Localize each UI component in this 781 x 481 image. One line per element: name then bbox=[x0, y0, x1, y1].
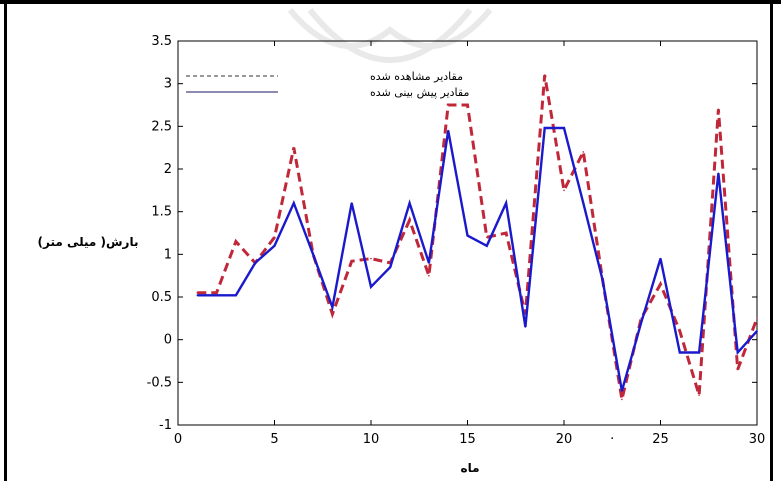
legend-label-observed: مقادیر مشاهده شده bbox=[370, 70, 463, 83]
data-point-observed bbox=[717, 108, 720, 111]
series-line-observed bbox=[197, 74, 759, 400]
data-point-predicted bbox=[370, 286, 372, 288]
data-point-observed bbox=[563, 189, 565, 192]
data-point-predicted bbox=[466, 234, 469, 237]
data-point-observed bbox=[756, 317, 758, 320]
data-point-observed bbox=[428, 274, 430, 277]
data-point-observed bbox=[679, 330, 681, 332]
data-point-predicted bbox=[254, 262, 256, 264]
data-point-predicted bbox=[331, 306, 334, 309]
data-point-predicted bbox=[273, 245, 276, 247]
data-point-observed bbox=[736, 368, 739, 371]
data-point-predicted bbox=[486, 245, 488, 247]
data-point-predicted bbox=[196, 294, 199, 297]
series-layer bbox=[196, 74, 759, 401]
image-frame-right bbox=[770, 0, 773, 481]
data-point-predicted bbox=[698, 351, 700, 354]
data-point-observed bbox=[331, 313, 334, 315]
image-frame-top bbox=[0, 0, 781, 4]
data-point-observed bbox=[350, 260, 353, 263]
y-tick-label: 3 bbox=[164, 77, 172, 92]
data-point-observed bbox=[273, 236, 276, 239]
x-tick-label: 5 bbox=[270, 432, 278, 447]
data-point-predicted bbox=[717, 172, 720, 175]
data-point-observed bbox=[505, 232, 507, 234]
y-tick-label: 1 bbox=[164, 247, 172, 262]
x-tick-label: 20 bbox=[556, 432, 573, 447]
data-point-predicted bbox=[756, 330, 758, 332]
image-frame-left bbox=[4, 0, 7, 481]
x-tick-label: 25 bbox=[652, 432, 669, 447]
data-point-observed bbox=[215, 291, 218, 294]
legend: مقادیر مشاهده شده مقادیر پیش بینی شده bbox=[186, 70, 469, 99]
data-point-predicted bbox=[736, 351, 739, 354]
data-point-predicted bbox=[293, 202, 295, 204]
y-tick-label: 0.5 bbox=[151, 290, 172, 305]
data-point-observed bbox=[293, 146, 295, 149]
data-point-observed bbox=[698, 394, 700, 396]
data-point-predicted bbox=[312, 253, 314, 256]
data-point-observed bbox=[659, 283, 662, 286]
data-point-predicted bbox=[235, 294, 237, 297]
y-tick-label: 3.5 bbox=[151, 34, 172, 49]
data-point-predicted bbox=[601, 279, 604, 281]
data-point-predicted bbox=[505, 202, 507, 204]
data-point-observed bbox=[621, 398, 623, 401]
series-line-predicted bbox=[197, 126, 758, 392]
x-tick-label: 15 bbox=[459, 432, 476, 447]
y-tick-label: 0 bbox=[164, 333, 172, 348]
y-tick-label: -1 bbox=[159, 418, 172, 433]
data-point-predicted bbox=[215, 294, 218, 297]
y-tick-label: 2.5 bbox=[151, 119, 172, 134]
data-point-observed bbox=[543, 74, 546, 76]
x-tick-label: 30 bbox=[749, 432, 766, 447]
data-point-predicted bbox=[582, 202, 585, 204]
data-point-predicted bbox=[408, 202, 411, 204]
data-point-predicted bbox=[447, 129, 450, 132]
data-point-predicted bbox=[659, 257, 662, 260]
plot-area: -1 -0.5 0 0.5 1 1.5 2 2.5 3 3.5 0 5 10 15 20 · 25 30 bbox=[147, 34, 766, 447]
data-point-predicted bbox=[640, 321, 642, 324]
x-axis: 0 5 10 15 20 · 25 30 bbox=[174, 41, 765, 447]
data-point-predicted bbox=[428, 262, 430, 264]
data-point-predicted bbox=[563, 127, 565, 129]
watermark-emblem bbox=[287, 8, 493, 63]
data-point-observed bbox=[447, 104, 450, 106]
y-axis: -1 -0.5 0 0.5 1 1.5 2 2.5 3 3.5 bbox=[147, 34, 757, 433]
data-point-predicted bbox=[389, 266, 392, 268]
x-axis-label: ماه bbox=[460, 461, 479, 475]
data-point-observed bbox=[466, 104, 469, 106]
data-point-predicted bbox=[543, 127, 546, 129]
data-point-observed bbox=[486, 236, 488, 239]
y-axis-label: بارش( میلی متر) bbox=[38, 235, 139, 249]
y-tick-label: 2 bbox=[164, 162, 172, 177]
y-tick-label: -0.5 bbox=[147, 375, 172, 390]
data-point-observed bbox=[370, 257, 372, 260]
data-point-predicted bbox=[350, 202, 353, 204]
data-point-observed bbox=[196, 291, 199, 294]
data-point-observed bbox=[235, 240, 237, 243]
legend-label-predicted: مقادیر پیش بینی شده bbox=[370, 86, 469, 99]
data-point-predicted bbox=[524, 326, 527, 328]
x-tick-label: 0 bbox=[174, 432, 182, 447]
x-tick-label: 10 bbox=[363, 432, 380, 447]
y-tick-label: 1.5 bbox=[151, 205, 172, 220]
data-point-observed bbox=[408, 219, 411, 221]
x-tick-label: · bbox=[610, 432, 614, 447]
data-point-predicted bbox=[621, 390, 623, 392]
data-point-observed bbox=[582, 151, 585, 153]
data-point-predicted bbox=[679, 351, 681, 354]
